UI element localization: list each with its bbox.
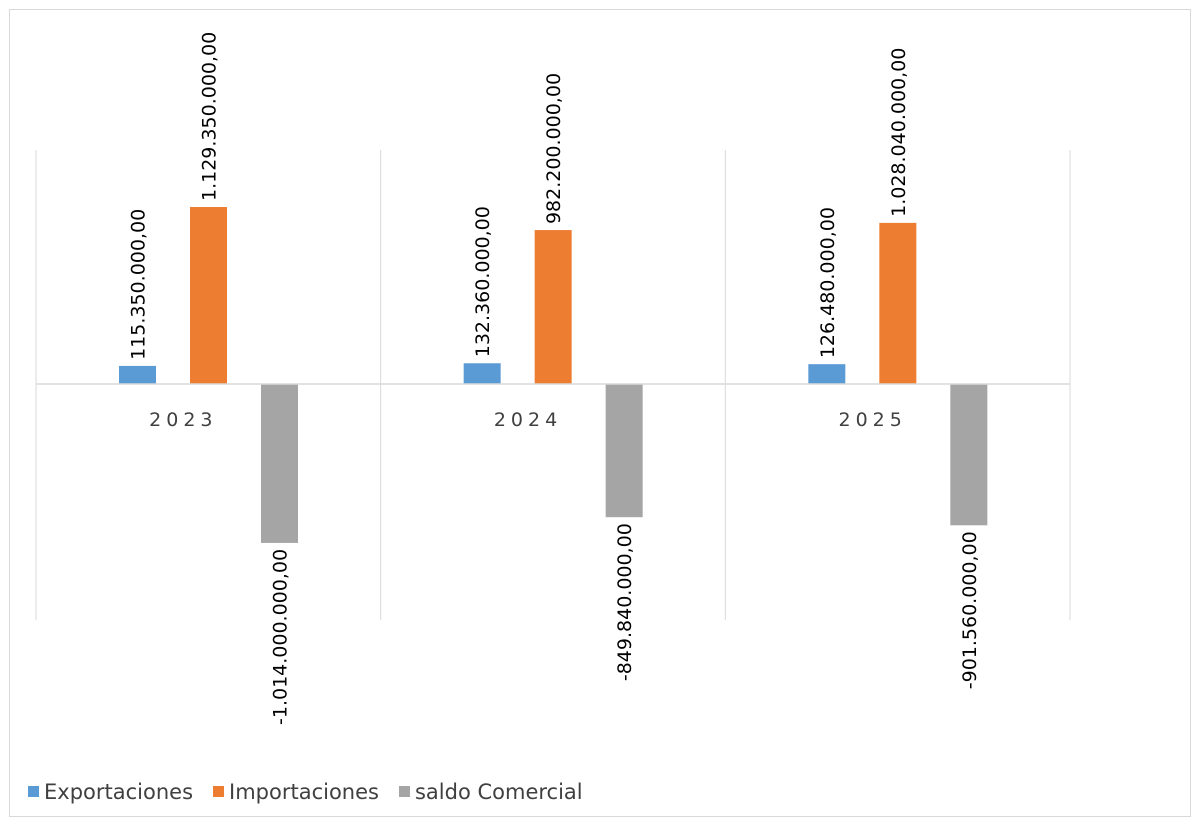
- x-tick-label: 2024: [494, 409, 562, 431]
- bar-saldo-comercial-2025: [950, 384, 988, 526]
- bar-exportaciones-2024: [463, 363, 501, 384]
- data-label: 115.350.000,00: [128, 209, 150, 360]
- bar-importaciones-2025: [879, 222, 917, 384]
- bar-importaciones-2023: [190, 207, 227, 384]
- data-label: 1.129.350.000,00: [199, 32, 221, 201]
- legend-label: Importaciones: [229, 780, 379, 804]
- data-label: 132.360.000,00: [472, 206, 494, 357]
- x-tick-label: 2023: [149, 409, 217, 431]
- bar-saldo-comercial-2023: [261, 384, 298, 543]
- chart-frame: [9, 9, 1191, 817]
- data-label: 126.480.000,00: [817, 207, 839, 358]
- bar-saldo-comercial-2024: [605, 384, 643, 518]
- data-label: -901.560.000,00: [959, 531, 981, 689]
- bar-importaciones-2024: [534, 230, 572, 384]
- data-label: -1.014.000.000,00: [270, 549, 292, 725]
- legend-label: Exportaciones: [44, 780, 193, 804]
- data-label: -849.840.000,00: [614, 523, 636, 681]
- legend-swatch: [28, 786, 39, 797]
- data-label: 1.028.040.000,00: [888, 48, 910, 217]
- bar-exportaciones-2025: [808, 364, 846, 384]
- legend-swatch: [398, 786, 410, 797]
- x-tick-label: 2025: [838, 409, 906, 431]
- bar-exportaciones-2023: [119, 365, 156, 384]
- legend-swatch: [213, 786, 225, 797]
- data-label: 982.200.000,00: [543, 73, 565, 224]
- legend-label: saldo Comercial: [415, 780, 583, 804]
